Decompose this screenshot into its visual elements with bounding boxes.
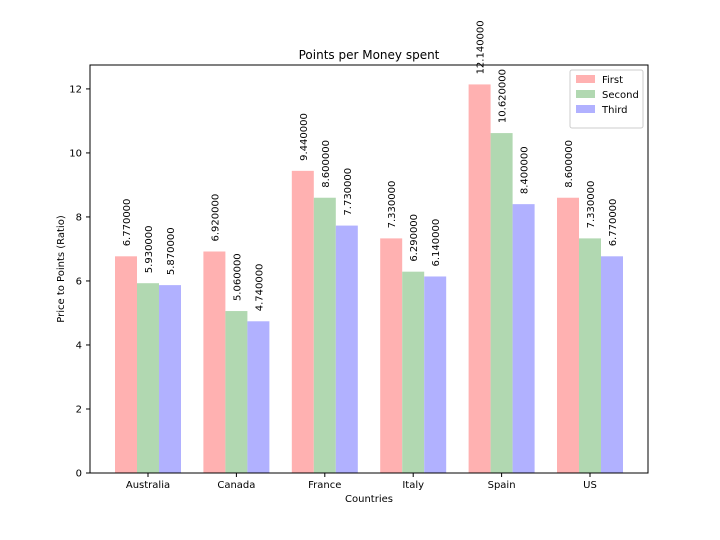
x-axis-title: Countries <box>345 494 393 505</box>
legend: First Second Third <box>569 69 644 129</box>
legend-box <box>569 69 644 129</box>
bar-second-spain <box>490 133 513 473</box>
x-tick-label-france: France <box>308 480 341 491</box>
y-tick-label: 6 <box>76 276 82 287</box>
data-label-third-france: 7.730000 <box>343 168 354 216</box>
chart-title: Points per Money spent <box>299 48 440 62</box>
x-tick-label-us: US <box>583 480 597 491</box>
bar-third-france <box>335 225 358 473</box>
y-axis: 0 2 4 6 8 10 12 <box>69 84 90 480</box>
bar-second-france <box>313 197 336 473</box>
data-label-second-canada: 5.060000 <box>232 253 243 301</box>
bar-second-us <box>579 238 601 473</box>
bar-first-spain <box>468 84 491 473</box>
bars-layer <box>115 84 623 474</box>
data-label-third-italy: 6.140000 <box>431 219 442 267</box>
bar-third-canada <box>247 321 270 473</box>
x-axis: Australia Canada France Italy Spain US <box>126 473 597 491</box>
x-tick-label-spain: Spain <box>488 480 516 491</box>
y-tick-label: 2 <box>76 404 82 415</box>
y-tick-label: 8 <box>76 212 82 223</box>
bar-second-italy <box>402 271 425 473</box>
bar-third-australia <box>159 285 181 473</box>
x-tick-label-italy: Italy <box>402 480 424 491</box>
data-label-second-australia: 5.930000 <box>144 225 155 273</box>
x-tick-label-australia: Australia <box>126 480 170 491</box>
data-label-first-france: 9.440000 <box>299 113 310 161</box>
data-labels-layer: 6.770000 6.920000 9.440000 7.330000 12.14000… <box>122 20 619 311</box>
data-label-first-spain: 12.140000 <box>476 20 487 74</box>
data-label-third-australia: 5.870000 <box>166 227 177 275</box>
y-axis-title: Price to Points (Ratio) <box>56 215 67 323</box>
data-label-second-spain: 10.620000 <box>498 69 509 123</box>
data-label-third-spain: 8.400000 <box>520 146 531 194</box>
bar-first-italy <box>380 238 403 473</box>
data-label-second-france: 8.600000 <box>321 140 332 188</box>
legend-label-third: Third <box>601 105 628 116</box>
legend-swatch-first <box>576 75 595 83</box>
bar-third-spain <box>512 204 535 474</box>
y-tick-label: 12 <box>69 84 82 95</box>
bar-first-france <box>291 170 314 473</box>
data-label-third-us: 6.770000 <box>608 199 619 247</box>
data-label-first-canada: 6.920000 <box>210 194 221 242</box>
bar-first-australia <box>115 256 137 473</box>
bar-third-us <box>601 256 623 473</box>
data-label-second-us: 7.330000 <box>586 181 597 229</box>
y-tick-label: 0 <box>76 469 82 480</box>
bar-third-italy <box>424 276 447 473</box>
plot-frame <box>89 64 649 474</box>
bar-first-us <box>557 197 579 473</box>
y-tick-label: 4 <box>76 340 82 351</box>
data-label-first-us: 8.600000 <box>564 140 575 188</box>
data-label-first-australia: 6.770000 <box>122 199 133 247</box>
legend-label-first: First <box>602 75 623 86</box>
bar-first-canada <box>203 251 226 473</box>
data-label-second-italy: 6.290000 <box>409 214 420 262</box>
data-label-first-italy: 7.330000 <box>387 181 398 229</box>
bar-second-canada <box>225 311 248 473</box>
legend-label-second: Second <box>602 90 639 101</box>
data-label-third-canada: 4.740000 <box>254 264 265 312</box>
x-tick-label-canada: Canada <box>217 480 255 491</box>
bar-second-australia <box>137 283 159 473</box>
y-tick-label: 10 <box>69 148 82 159</box>
legend-swatch-third <box>576 105 595 113</box>
legend-swatch-second <box>576 90 595 98</box>
